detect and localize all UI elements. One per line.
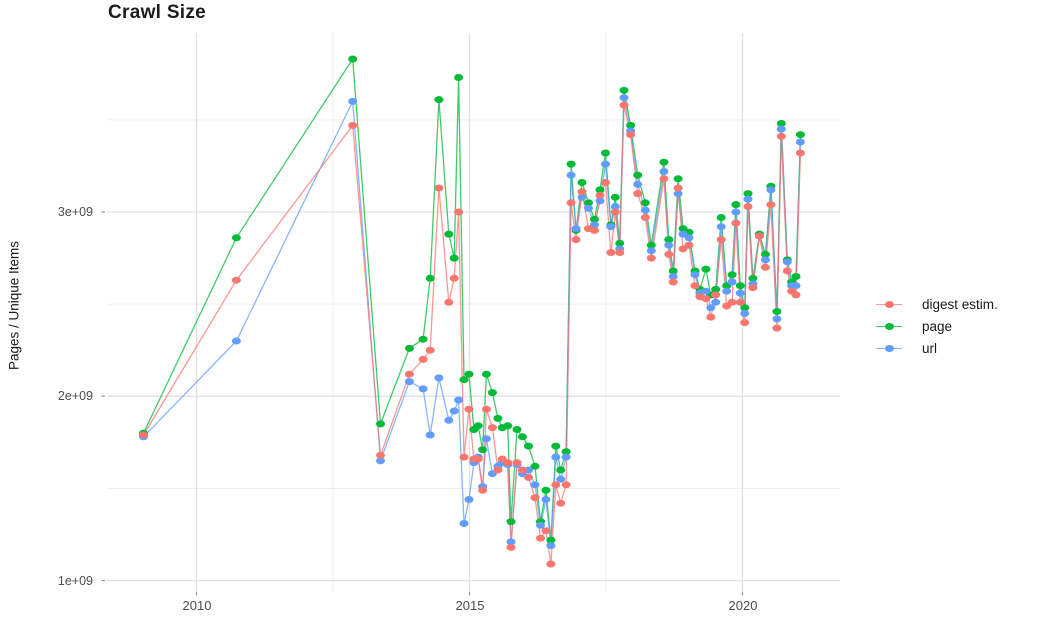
legend-key-page-icon xyxy=(876,318,902,334)
legend: digest estim. page url xyxy=(868,293,1053,359)
legend-label: page xyxy=(922,318,953,334)
y-tick-label-3e09: 3e+09 xyxy=(57,205,93,219)
y-tick-label-1e09: 1e+09 xyxy=(57,574,93,588)
legend-item-digest-estim: digest estim. xyxy=(868,293,1053,315)
legend-item-url: url xyxy=(868,337,1053,359)
y-tick-label-2e09: 2e+09 xyxy=(57,389,93,403)
legend-key-digest-icon xyxy=(876,296,902,312)
x-tick-label-2010: 2010 xyxy=(182,598,212,613)
page-title: Crawl Size xyxy=(108,2,207,23)
x-tick-label-2020: 2020 xyxy=(728,598,758,613)
legend-label: url xyxy=(922,340,938,356)
legend-item-page: page xyxy=(868,315,1053,337)
x-tick-label-2015: 2015 xyxy=(455,598,485,613)
legend-label: digest estim. xyxy=(922,296,998,312)
legend-key-url-icon xyxy=(876,340,902,356)
